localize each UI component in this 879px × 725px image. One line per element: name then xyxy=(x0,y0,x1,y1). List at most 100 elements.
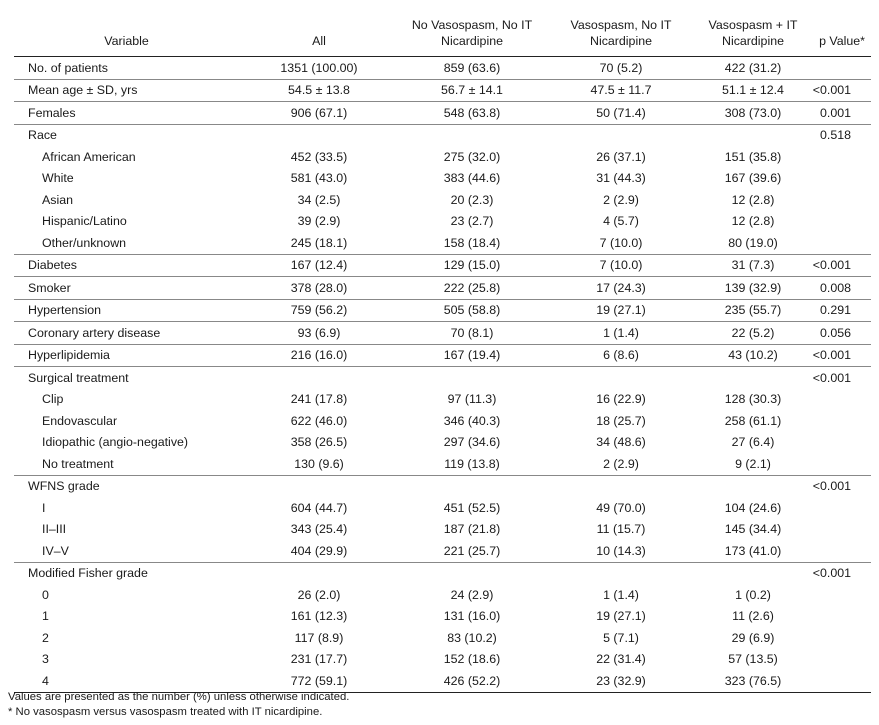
cell-variable: Hypertension xyxy=(14,298,239,322)
cell-vasospasm-no-it: 26 (37.1) xyxy=(596,149,646,164)
cell-no-vasospasm: 346 (40.3) xyxy=(443,413,501,428)
cell-vasospasm-no-it: 47.5 ± 11.7 xyxy=(545,78,697,102)
cell-vasospasm-no-it: 31 (44.3) xyxy=(596,171,646,186)
cell-all: 378 (28.0) xyxy=(239,276,399,299)
cell-all: 772 (59.1) xyxy=(239,670,399,693)
cell-vasospasm-it: 57 (13.5) xyxy=(728,652,778,667)
cell-no-vasospasm: 859 (63.6) xyxy=(443,60,501,75)
cell-vasospasm-it: 308 (73.0) xyxy=(697,101,809,124)
cell-all: 358 (26.5) xyxy=(290,435,348,450)
cell-vasospasm-it: 139 (32.9) xyxy=(697,276,809,299)
cell-vasospasm-no-it: 50 (71.4) xyxy=(545,101,697,124)
cell-vasospasm-it: 151 (35.8) xyxy=(724,149,782,164)
cell-variable: WFNS grade xyxy=(14,474,239,497)
cell-variable: Hyperlipidemia xyxy=(14,343,239,367)
cell-all: 161 (12.3) xyxy=(290,609,348,624)
cell-all: 245 (18.1) xyxy=(290,235,348,250)
table-row: Hispanic/Latino 39 (2.9) 23 (2.7) 4 (5.7) 12… xyxy=(14,211,871,233)
cell-vasospasm-it: 9 (2.1) xyxy=(735,456,771,471)
cell-no-vasospasm: 152 (18.6) xyxy=(443,652,501,667)
cell-vasospasm-no-it: 1 (1.4) xyxy=(545,321,697,344)
cell-p-value xyxy=(809,410,871,432)
header-variable: Variable xyxy=(14,5,239,57)
cell-vasospasm-it xyxy=(697,474,809,497)
cell-no-vasospasm: 187 (21.8) xyxy=(443,522,501,537)
cell-all: 906 (67.1) xyxy=(239,101,399,124)
cell-vasospasm-it: 11 (2.6) xyxy=(732,609,774,624)
cell-vasospasm-no-it: 11 (15.7) xyxy=(596,522,646,537)
table-row: White 581 (43.0) 383 (44.6) 31 (44.3) 167 (3… xyxy=(14,168,871,190)
cell-all: 622 (46.0) xyxy=(290,413,348,428)
table-row: Diabetes 167 (12.4) 129 (15.0) 7 (10.0) 31 (… xyxy=(14,253,871,277)
cell-vasospasm-no-it: 2 (2.9) xyxy=(603,192,639,207)
cell-p-value xyxy=(809,519,871,541)
cell-no-vasospasm: 119 (13.8) xyxy=(444,456,500,471)
cell-all: 54.5 ± 13.8 xyxy=(239,78,399,102)
table-row: Smoker 378 (28.0) 222 (25.8) 17 (24.3) 139 (… xyxy=(14,276,871,299)
cell-p-value: <0.001 xyxy=(809,474,871,497)
table-row: Endovascular 622 (46.0) 346 (40.3) 18 (25.7… xyxy=(14,410,871,432)
cell-p-value xyxy=(809,606,871,628)
cell-no-vasospasm: 221 (25.7) xyxy=(443,543,501,558)
table-row: No treatment 130 (9.6) 119 (13.8) 2 (2.9) 9 … xyxy=(14,453,871,475)
cell-variable: Surgical treatment xyxy=(14,366,239,389)
cell-p-value xyxy=(809,453,871,475)
cell-p-value: <0.001 xyxy=(809,366,871,389)
cell-vasospasm-it: 173 (41.0) xyxy=(724,543,782,558)
cell-no-vasospasm: 167 (19.4) xyxy=(399,343,545,367)
cell-p-value: <0.001 xyxy=(809,561,871,584)
cell-variable: 0 xyxy=(42,587,49,602)
table-row: Idiopathic (angio-negative) 358 (26.5) 297… xyxy=(14,432,871,454)
cell-vasospasm-it: 1 (0.2) xyxy=(735,587,771,602)
cell-variable: Females xyxy=(14,101,239,124)
cell-vasospasm-it: 145 (34.4) xyxy=(724,522,782,537)
cell-no-vasospasm: 297 (34.6) xyxy=(443,435,501,450)
cell-all: 759 (56.2) xyxy=(239,298,399,322)
cell-all xyxy=(239,123,399,146)
cell-p-value xyxy=(809,211,871,233)
table-row: Hypertension 759 (56.2) 505 (58.8) 19 (27.1… xyxy=(14,298,871,322)
cell-vasospasm-it: 43 (10.2) xyxy=(697,343,809,367)
cell-vasospasm-no-it: 18 (25.7) xyxy=(596,413,646,428)
cell-vasospasm-it: 27 (6.4) xyxy=(731,435,775,450)
footnotes: Values are presented as the number (%) u… xyxy=(8,690,349,720)
cell-all: 404 (29.9) xyxy=(290,543,348,558)
cell-variable: 1 xyxy=(42,609,49,624)
table-row: Females 906 (67.1) 548 (63.8) 50 (71.4) 308 … xyxy=(14,101,871,124)
table-row: Coronary artery disease 93 (6.9) 70 (8.1) 1… xyxy=(14,321,871,344)
cell-no-vasospasm: 158 (18.4) xyxy=(443,235,501,250)
cell-p-value xyxy=(809,649,871,671)
cell-no-vasospasm: 24 (2.9) xyxy=(450,587,494,602)
cell-p-value xyxy=(809,627,871,649)
cell-no-vasospasm: 426 (52.2) xyxy=(399,670,545,693)
table-row: Surgical treatment <0.001 xyxy=(14,366,871,389)
cell-vasospasm-no-it: 5 (7.1) xyxy=(603,630,639,645)
table-row: 0 26 (2.0) 24 (2.9) 1 (1.4) 1 (0.2) xyxy=(14,584,871,606)
cell-vasospasm-it: 51.1 ± 12.4 xyxy=(697,78,809,102)
cell-all: 452 (33.5) xyxy=(290,149,348,164)
cell-p-value: 0.008 xyxy=(809,276,871,299)
cell-no-vasospasm: 222 (25.8) xyxy=(399,276,545,299)
table-row: 4 772 (59.1) 426 (52.2) 23 (32.9) 323 (76.5) xyxy=(14,670,871,693)
cell-p-value: <0.001 xyxy=(809,78,871,102)
table-row: African American 452 (33.5) 275 (32.0) 26 (… xyxy=(14,146,871,168)
table-row: 1 161 (12.3) 131 (16.0) 19 (27.1) 11 (2.6) xyxy=(14,606,871,628)
cell-all: 26 (2.0) xyxy=(297,587,341,602)
cell-p-value xyxy=(809,584,871,606)
cell-all xyxy=(239,366,399,389)
table-row: I 604 (44.7) 451 (52.5) 49 (70.0) 104 (24.6) xyxy=(14,497,871,519)
cell-variable: Race xyxy=(14,123,239,146)
cell-vasospasm-no-it xyxy=(545,561,697,584)
cell-variable: II–III xyxy=(42,522,67,537)
cell-no-vasospasm xyxy=(399,366,545,389)
cell-variable: Asian xyxy=(42,192,73,207)
cell-vasospasm-it xyxy=(697,123,809,146)
cell-all: 604 (44.7) xyxy=(290,500,348,515)
cell-variable: No. of patients xyxy=(28,60,108,75)
cell-variable: Clip xyxy=(42,392,64,407)
cell-vasospasm-it: 235 (55.7) xyxy=(697,298,809,322)
cell-vasospasm-it: 29 (6.9) xyxy=(731,630,775,645)
cell-vasospasm-no-it: 4 (5.7) xyxy=(603,214,639,229)
cell-variable: Modified Fisher grade xyxy=(14,561,239,584)
patient-characteristics-table: Variable All No Vasospasm, No IT Nicardi… xyxy=(14,5,871,693)
